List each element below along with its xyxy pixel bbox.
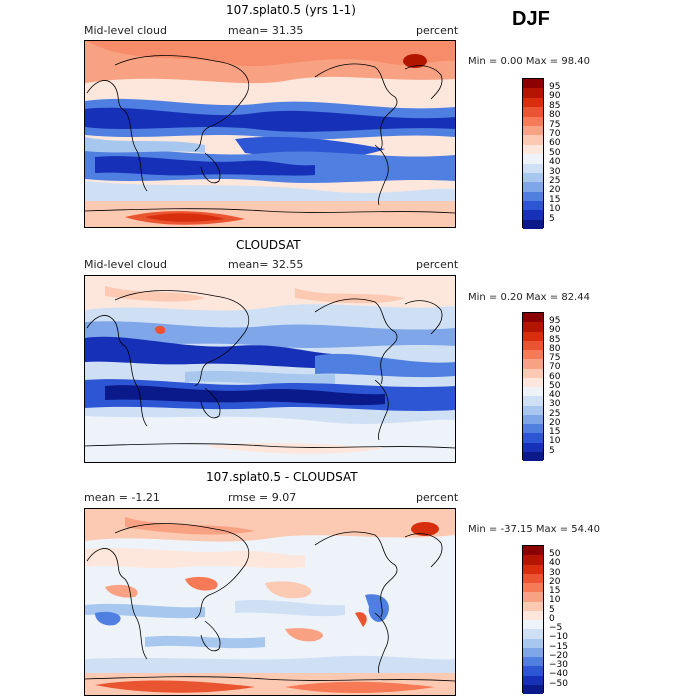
colorbar-label: 95 (549, 82, 561, 92)
panel3-map (84, 508, 456, 696)
panel1-title: 107.splat0.5 (yrs 1-1) (226, 3, 356, 17)
colorbar-label: −50 (549, 678, 568, 689)
colorbar-label: 40 (549, 157, 561, 168)
colorbar-label: 90 (549, 91, 561, 102)
colorbar-label: 20 (549, 185, 561, 196)
colorbar-label: 0 (549, 613, 555, 624)
panel2-colorbar (522, 312, 544, 461)
colorbar-label: 85 (549, 100, 561, 111)
panel3-colorbar (522, 545, 544, 694)
panel3-title: 107.splat0.5 - CLOUDSAT (206, 470, 358, 484)
colorbar-label: 75 (549, 119, 561, 130)
colorbar-label: 50 (549, 380, 561, 391)
colorbar-label: 50 (549, 549, 561, 559)
colorbar-label: 20 (549, 576, 561, 587)
colorbar-label: 25 (549, 408, 561, 419)
colorbar-label: 15 (549, 427, 561, 437)
colorbar-label: 85 (549, 334, 561, 345)
colorbar-label: 30 (549, 567, 561, 578)
colorbar-label: 60 (549, 371, 561, 382)
panel3-mean-label: mean = -1.21 (84, 491, 160, 504)
colorbar-label: 20 (549, 417, 561, 428)
colorbar-label: 40 (549, 558, 561, 569)
panel2-map-field (85, 276, 455, 462)
colorbar-label: 60 (549, 138, 561, 149)
colorbar-label: 70 (549, 362, 561, 373)
panel3-map-field (85, 509, 455, 695)
panel3-units-label: percent (416, 491, 459, 504)
colorbar-label: 5 (549, 213, 555, 224)
colorbar-label: 10 (549, 595, 561, 606)
colorbar-label: 50 (549, 147, 561, 158)
colorbar-label: 30 (549, 399, 561, 410)
colorbar-label: 15 (549, 194, 561, 205)
colorbar-label: −5 (549, 623, 563, 633)
colorbar-label: 10 (549, 436, 561, 447)
colorbar-label: −15 (549, 641, 568, 652)
colorbar-label: 80 (549, 110, 561, 121)
colorbar-label: 40 (549, 390, 561, 400)
panel2-variable-label: Mid-level cloud (84, 258, 167, 271)
colorbar-label: 30 (549, 166, 561, 177)
colorbar-label: 90 (549, 325, 561, 336)
panel1-map-field (85, 41, 455, 227)
colorbar-label: 75 (549, 353, 561, 363)
colorbar-label: 25 (549, 176, 561, 186)
colorbar-label: 95 (549, 316, 561, 326)
colorbar-label: 5 (549, 445, 555, 456)
colorbar-label: 70 (549, 129, 561, 139)
colorbar-label: 15 (549, 586, 561, 596)
season-label: DJF (512, 8, 550, 30)
panel2-mean-label: mean= 32.55 (228, 258, 304, 271)
panel2-units-label: percent (416, 258, 459, 271)
panel3-rmse-label: rmse = 9.07 (228, 491, 297, 504)
panel1-units-label: percent (416, 24, 459, 37)
colorbar-label: −40 (549, 669, 568, 680)
panel2-title: CLOUDSAT (236, 238, 301, 252)
colorbar-label: 80 (549, 343, 561, 354)
panel1-minmax: Min = 0.00 Max = 98.40 (468, 56, 590, 67)
colorbar-label: −30 (549, 660, 568, 670)
panel1-colorbar (522, 78, 544, 230)
panel3-minmax: Min = -37.15 Max = 54.40 (468, 524, 600, 535)
colorbar-label: −20 (549, 650, 568, 661)
colorbar-label: −10 (549, 632, 568, 643)
panel1-variable-label: Mid-level cloud (84, 24, 167, 37)
panel2-minmax: Min = 0.20 Max = 82.44 (468, 292, 590, 303)
panel2-map (84, 275, 456, 463)
panel1-map (84, 40, 456, 228)
colorbar-label: 5 (549, 604, 555, 615)
panel1-mean-label: mean= 31.35 (228, 24, 304, 37)
colorbar-label: 10 (549, 204, 561, 215)
